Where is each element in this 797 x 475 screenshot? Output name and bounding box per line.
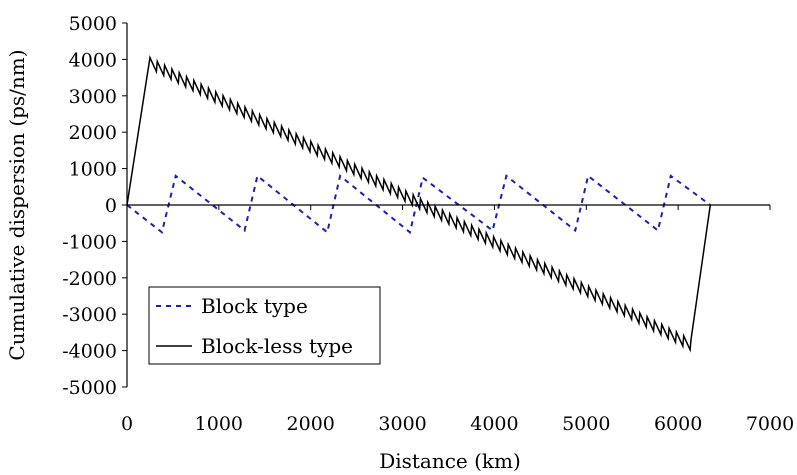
- x-tick-label: 0: [121, 413, 133, 435]
- x-tick-label: 4000: [470, 413, 518, 435]
- y-tick-label: -1000: [62, 231, 117, 253]
- x-tick-label: 7000: [746, 413, 794, 435]
- y-tick-label: -3000: [62, 304, 117, 326]
- legend-box: [148, 286, 381, 365]
- x-tick-label: 3000: [378, 413, 426, 435]
- legend-label-block-type: Block type: [201, 294, 308, 318]
- series-line-block-less-type: [126, 55, 712, 353]
- y-axis-ticks: 5000 4000 3000 2000 1000 0 -1000 -2000 -3000 -400…: [62, 13, 127, 399]
- y-axis-title: Cumulative dispersion (ps/nm): [5, 49, 29, 360]
- y-tick-label: 4000: [69, 49, 117, 71]
- x-tick-label: 1000: [195, 413, 243, 435]
- y-tick-label: 3000: [69, 86, 117, 108]
- x-tick-label: 5000: [562, 413, 610, 435]
- y-tick-label: 0: [105, 195, 117, 217]
- y-tick-label: 1000: [69, 159, 117, 181]
- y-tick-label: -4000: [62, 341, 117, 363]
- x-tick-label: 2000: [287, 413, 335, 435]
- y-tick-label: -5000: [62, 377, 117, 399]
- legend: Block type Block-less type: [148, 286, 381, 365]
- legend-label-block-less-type: Block-less type: [201, 334, 353, 358]
- x-axis-ticks: 0 1000 2000 3000 4000 5000 6000 7000: [121, 205, 794, 435]
- y-tick-label: 2000: [69, 122, 117, 144]
- y-tick-label: 5000: [69, 13, 117, 35]
- x-axis-title: Distance (km): [379, 449, 521, 473]
- x-tick-label: 6000: [654, 413, 702, 435]
- y-tick-label: -2000: [62, 268, 117, 290]
- series-line-block-type: [126, 174, 711, 235]
